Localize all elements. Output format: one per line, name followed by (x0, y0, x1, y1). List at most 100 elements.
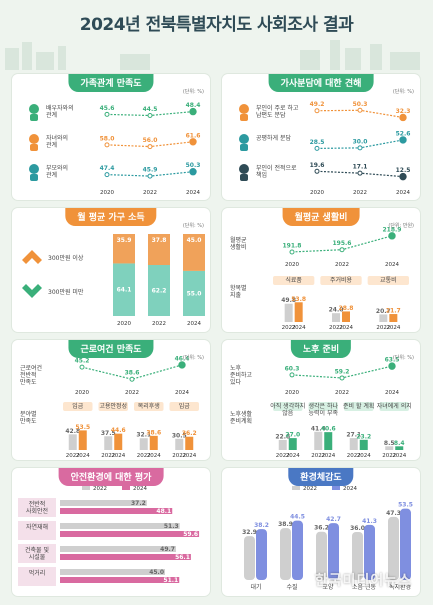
x-tick-label: 2024 (385, 262, 399, 268)
group-label: 복리후생 (138, 402, 160, 410)
data-label: 36.0 (350, 525, 365, 532)
data-label: 17.1 (353, 164, 368, 171)
data-point (190, 169, 196, 175)
series-label: 부모와의 관계 (46, 164, 68, 179)
bar (60, 531, 199, 537)
unit-label: (단위: %) (393, 354, 414, 361)
housework-panel: 가사분담에 대한 견해 (단위: %) 부인이 주로 하고 남편도 분담 49.2 5… (222, 74, 420, 200)
group-label: 교통비 (380, 276, 397, 284)
housework-chart: 부인이 주로 하고 남편도 분담 49.2 50.3 32.3 공평하게 분담 28.5 30… (222, 74, 420, 200)
bar (256, 529, 267, 580)
x-tick-label: 2024 (111, 453, 125, 459)
data-point (190, 108, 196, 114)
data-point (290, 250, 294, 254)
row-label: 근로여건 전반적 만족도 (20, 364, 42, 386)
data-label: 60.3 (285, 365, 300, 372)
x-tick-label: 2020 (310, 190, 324, 196)
data-label: 56.1 (175, 554, 190, 561)
bar (395, 446, 403, 450)
panel-title: 월평균 생활비 (283, 208, 360, 226)
panel-title: 근로여건 만족도 (68, 340, 153, 358)
data-label: 59.6 (183, 531, 198, 538)
data-label: 61.6 (186, 132, 201, 139)
data-label: 30.0 (353, 138, 368, 145)
income-panel: 월 평균 가구 소득 (단위: %) 300만원 이상 300만원 미만 35.9 6… (12, 208, 210, 332)
x-tick-label: 2020 (100, 190, 114, 196)
data-label: 56.0 (143, 137, 158, 144)
data-label: 45.9 (143, 167, 158, 174)
living-panel: 월평균 생활비 (단위: 만원) 월평균 생활비 191.8 2020 195.6 202… (222, 208, 420, 332)
data-point (290, 373, 294, 377)
x-tick-label: 2020 (117, 321, 131, 327)
panel-title: 환경체감도 (288, 468, 353, 486)
data-label: 50.3 (353, 101, 368, 108)
person-icon (29, 134, 39, 144)
panel-title: 가사분담에 대한 견해 (269, 74, 374, 92)
data-label: 45.2 (75, 358, 90, 365)
x-tick-label: 2024 (321, 453, 335, 459)
x-tick-label: 2024 (396, 190, 410, 196)
series-label: 자녀와의 관계 (46, 134, 68, 149)
chevron-down-icon (22, 284, 42, 298)
data-label: 53.5 (398, 502, 413, 509)
x-tick-label: 2022 (152, 321, 166, 327)
data-point (80, 365, 84, 369)
series-label: 배우자와의 관계 (46, 104, 74, 119)
bar (60, 508, 172, 514)
bar (324, 432, 332, 450)
data-label: 12.5 (396, 167, 411, 174)
x-tick-label: 2024 (292, 325, 306, 331)
env-panel: 환경체감도 2022 2024 32.9 38.2 대기 38.9 44.5 수질 36.2 42… (222, 468, 420, 596)
data-label: 44.5 (143, 106, 158, 113)
data-label: 49.7 (160, 546, 175, 553)
x-tick-label: 2022 (335, 262, 349, 268)
income-chart: 300만원 이상300만원 미만35.964.1202037.862.22022… (12, 208, 210, 332)
data-label: 52.6 (396, 130, 411, 137)
data-label: 37.8 (152, 237, 167, 244)
sub-label: 노후생활 준비계획 (230, 410, 253, 425)
group-label: 임금 (179, 402, 191, 410)
x-tick-label: 2024 (392, 453, 406, 459)
data-label: 58.0 (100, 135, 115, 142)
person-icon (240, 174, 248, 181)
retire-panel: 노후 준비 (단위: %) 노후 준비하고 있다 60.3 2020 59.2 2022 63… (222, 340, 420, 460)
data-label: 38.2 (254, 522, 269, 529)
data-point (389, 363, 395, 369)
sub-label: 항목별 지출 (230, 284, 247, 299)
x-tick-label: 2020 (285, 262, 299, 268)
x-tick-label: 2024 (76, 453, 90, 459)
data-point (315, 169, 319, 173)
bar (342, 311, 350, 322)
bar (104, 436, 112, 450)
bar (175, 439, 183, 450)
unit-label: (단위: %) (183, 354, 204, 361)
bar (360, 440, 368, 450)
person-icon (239, 134, 249, 144)
bar (244, 536, 255, 580)
person-icon (30, 114, 38, 121)
category-label: 수질 (286, 583, 297, 591)
data-label: 32.9 (242, 529, 257, 536)
data-point (148, 114, 152, 118)
data-label: 45.6 (100, 105, 115, 112)
person-icon (240, 114, 248, 121)
data-label: 64.1 (117, 287, 132, 294)
x-tick-label: 2024 (339, 325, 353, 331)
data-label: 195.6 (333, 240, 352, 247)
data-label: 19.6 (310, 162, 325, 169)
data-label: 38.6 (125, 370, 140, 377)
data-label: 62.2 (152, 287, 167, 294)
data-label: 23.2 (356, 433, 371, 440)
legend-label: 2024 (133, 486, 147, 492)
retire-chart: 노후 준비하고 있다60.3202059.2202263.52024노후생활 준비계획… (222, 340, 420, 460)
bar (114, 434, 122, 450)
bar (140, 438, 148, 450)
panel-title: 월 평균 가구 소득 (65, 208, 156, 226)
x-tick-label: 2024 (385, 390, 399, 396)
sub-label: 분야별 만족도 (20, 410, 37, 425)
x-tick-label: 2022 (125, 390, 139, 396)
data-label: 37.2 (131, 500, 146, 507)
x-tick-label: 2022 (353, 190, 367, 196)
data-label: 44.6 (111, 427, 126, 434)
group-label: 자녀에게 의지 (377, 402, 412, 410)
